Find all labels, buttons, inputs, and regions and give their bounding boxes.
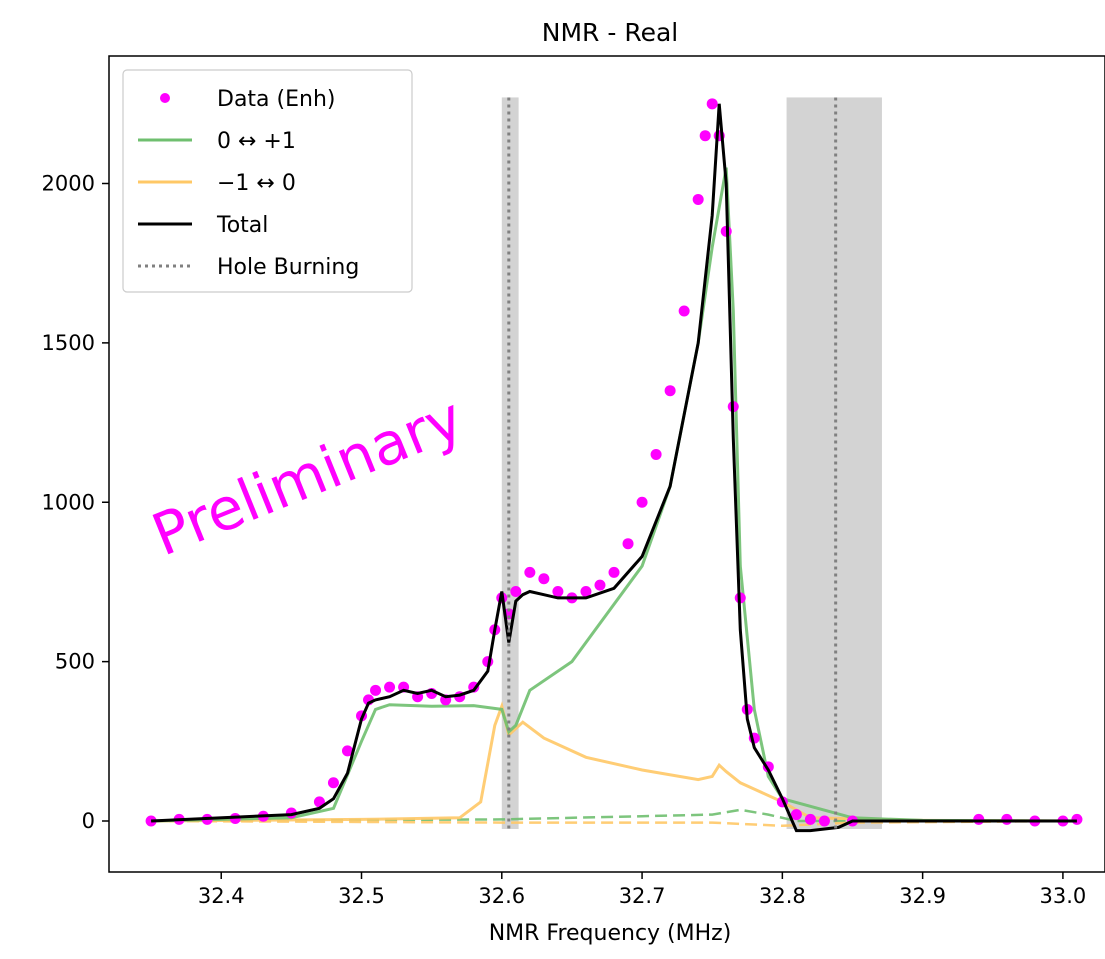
data-point: [524, 566, 536, 578]
hole-burning-bands: [501, 97, 882, 829]
legend-label-plus: 0 ↔ +1: [217, 129, 296, 154]
x-tick-label: 32.7: [619, 884, 666, 908]
chart-title: NMR - Real: [542, 18, 678, 47]
data-point: [818, 815, 830, 827]
data-point: [973, 813, 985, 825]
data-point: [341, 745, 353, 757]
x-tick-label: 32.9: [899, 884, 946, 908]
x-tick-label: 32.6: [478, 884, 525, 908]
x-axis-ticks: 32.4 32.5 32.6 32.7 32.8 32.9 33.0: [198, 872, 1086, 908]
data-point: [552, 586, 564, 597]
data-point: [538, 573, 550, 585]
data-point: [650, 448, 662, 460]
data-point: [804, 813, 816, 825]
x-tick-label: 33.0: [1040, 884, 1087, 908]
legend-label-data: Data (Enh): [217, 87, 335, 112]
data-point: [608, 566, 620, 578]
data-point: [370, 684, 382, 696]
y-tick-label: 0: [82, 809, 95, 833]
data-point: [327, 777, 339, 789]
data-point: [790, 809, 802, 821]
total-line-group: [151, 103, 1077, 833]
legend: Data (Enh) 0 ↔ +1 −1 ↔ 0 Total Hole Burn…: [122, 69, 413, 293]
data-point: [664, 385, 676, 397]
data-point: [145, 815, 157, 827]
y-tick-label: 1000: [42, 490, 95, 514]
x-axis-label: NMR Frequency (MHz): [489, 921, 732, 946]
y-tick-label: 500: [55, 650, 95, 674]
y-tick-label: 2000: [42, 172, 95, 196]
data-point: [636, 496, 648, 508]
data-point: [692, 193, 704, 205]
x-tick-label: 32.4: [198, 884, 245, 908]
hole-burning-lines: [507, 97, 838, 829]
data-point: [594, 579, 606, 591]
legend-box: [122, 69, 413, 293]
x-tick-label: 32.8: [759, 884, 806, 908]
watermark-text: Preliminary: [143, 384, 472, 570]
data-point: [384, 681, 396, 693]
data-point: [678, 305, 690, 317]
data-point: [1071, 813, 1083, 825]
data-point: [622, 538, 634, 550]
data-point: [699, 130, 711, 142]
data-point: [580, 586, 592, 597]
y-tick-label: 1500: [42, 331, 95, 355]
legend-label-minus: −1 ↔ 0: [217, 171, 296, 196]
series-line-total: [151, 103, 1077, 833]
series-line-minus: [151, 701, 1077, 823]
y-axis-ticks: 0 500 1000 1500 2000: [42, 172, 109, 833]
x-tick-label: 32.5: [338, 884, 385, 908]
data-point: [1001, 813, 1013, 825]
data-point: [510, 586, 522, 597]
data-point: [706, 98, 718, 110]
plot-frame: [108, 55, 1105, 873]
legend-label-hole: Hole Burning: [217, 255, 359, 280]
legend-symbol-data: [160, 93, 170, 103]
legend-label-total: Total: [216, 213, 268, 238]
